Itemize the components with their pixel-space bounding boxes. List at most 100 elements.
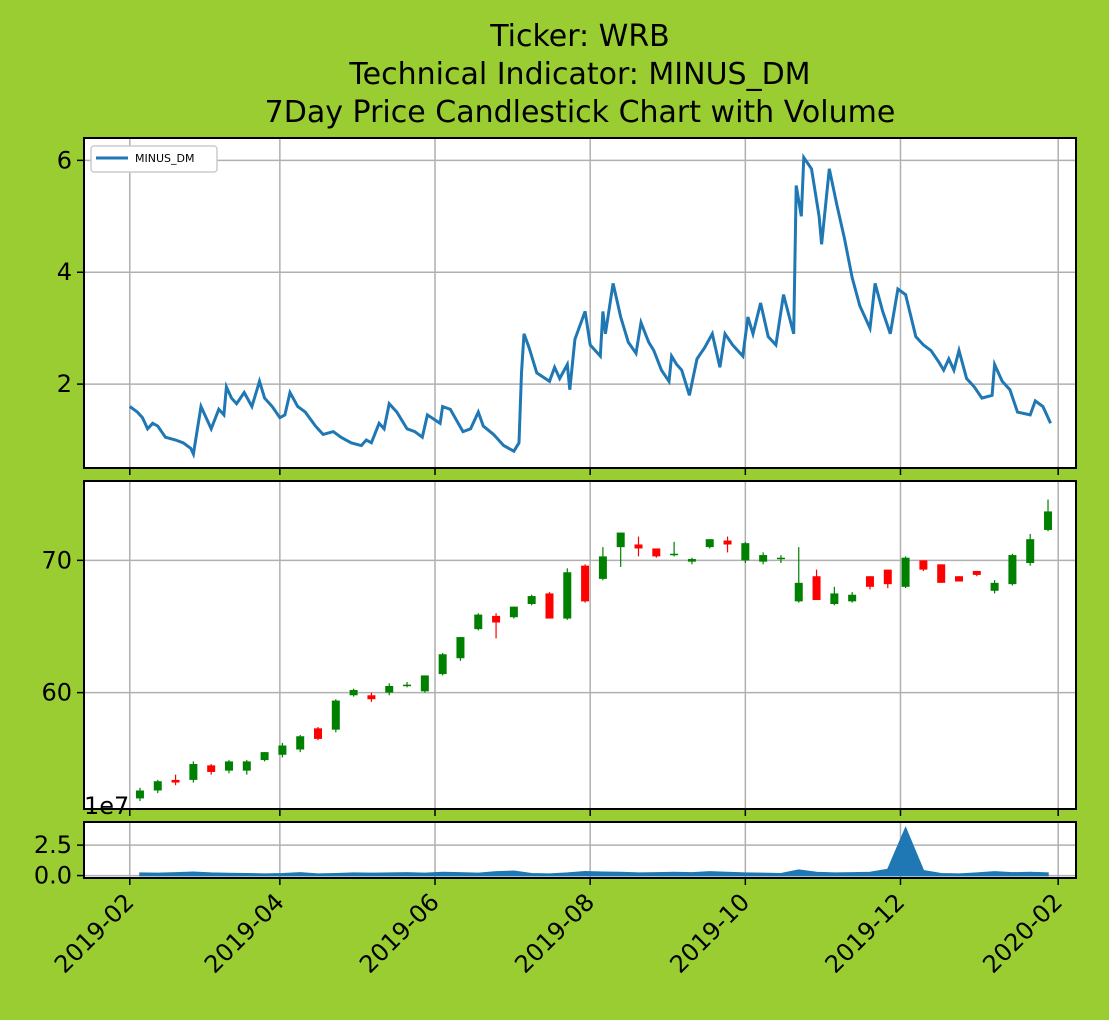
candle-body	[634, 544, 643, 549]
candle-body	[278, 745, 287, 755]
candle-body	[598, 556, 607, 579]
candle-body	[581, 565, 590, 602]
x-tick-label: 2019-12	[820, 888, 911, 979]
candle-body	[260, 752, 269, 761]
candle-up	[776, 555, 785, 563]
candle-up	[741, 541, 750, 563]
candle-body	[1008, 555, 1017, 585]
candle-body	[242, 761, 251, 771]
candle-body	[830, 593, 839, 604]
volume-panel: 0.0 2.5 1e7	[34, 792, 1077, 890]
indicator-frame	[83, 137, 1077, 469]
candle-up	[349, 688, 358, 697]
candle-body	[153, 781, 162, 791]
candle-body	[759, 555, 768, 562]
candle-up	[990, 580, 999, 594]
candle-up	[616, 532, 625, 567]
candle-up	[331, 699, 340, 733]
candle-down	[865, 576, 874, 590]
candle-body	[509, 606, 518, 618]
volume-frame	[83, 821, 1077, 879]
candle-body	[670, 553, 679, 556]
candle-up	[385, 683, 394, 696]
candle-up	[705, 539, 714, 549]
candle-up	[509, 606, 518, 619]
minus-dm-line	[128, 153, 1052, 460]
candle-up	[296, 734, 305, 753]
candle-body	[314, 728, 323, 739]
candle-up	[278, 742, 287, 758]
y-tick-label: 2.5	[34, 831, 72, 859]
candle-body	[438, 654, 447, 675]
candle-up	[242, 760, 251, 775]
chart-title: Ticker: WRB Technical Indicator: MINUS_D…	[265, 19, 896, 130]
candle-body	[794, 582, 803, 602]
y-tick-label: 2	[57, 370, 72, 398]
x-tick-label: 2019-06	[354, 888, 445, 979]
candle-body	[723, 540, 732, 545]
candle-down	[937, 564, 946, 583]
candle-body	[492, 615, 501, 623]
candle-body	[972, 570, 981, 575]
candle-body	[705, 539, 714, 548]
candle-up	[527, 594, 536, 606]
y-tick-label: 60	[41, 679, 72, 707]
candle-body	[937, 564, 946, 583]
candle-up	[687, 557, 696, 565]
candle-down	[972, 570, 981, 577]
legend-box	[90, 145, 218, 173]
candle-down	[723, 536, 732, 553]
candle-body	[171, 779, 180, 783]
candle-up	[1044, 499, 1053, 532]
candle-down	[883, 569, 892, 589]
title-ticker: Ticker: WRB	[489, 19, 670, 54]
price-frame	[83, 480, 1077, 810]
candle-up	[153, 779, 162, 794]
candle-down	[314, 727, 323, 741]
x-tick-label: 2019-04	[199, 888, 290, 979]
candle-up	[794, 547, 803, 603]
volume-area	[139, 826, 1049, 877]
price-plot-area	[84, 481, 1076, 809]
candle-body	[527, 596, 536, 604]
candle-down	[919, 560, 928, 571]
candle-body	[563, 572, 572, 619]
candle-up	[830, 586, 839, 606]
legend: MINUS_DM	[90, 145, 218, 173]
candle-body	[207, 765, 216, 772]
candle-body	[741, 543, 750, 561]
candle-up	[438, 652, 447, 676]
candle-up	[848, 592, 857, 603]
x-tick-label: 2019-08	[509, 888, 600, 979]
candle-body	[545, 593, 554, 619]
x-tick-label: 2019-10	[664, 888, 755, 979]
candle-body	[367, 695, 376, 700]
candle-body	[1026, 539, 1035, 563]
candle-body	[331, 700, 340, 730]
y-tick-label: 0.0	[34, 862, 72, 890]
candle-body	[616, 532, 625, 548]
candle-down	[367, 692, 376, 702]
candle-up	[456, 637, 465, 661]
candle-down	[171, 774, 180, 786]
candle-down	[545, 592, 554, 619]
candle-up	[420, 675, 429, 693]
candle-up	[135, 787, 144, 802]
candle-body	[474, 614, 483, 630]
title-indicator: Technical Indicator: MINUS_DM	[348, 57, 810, 92]
candle-body	[865, 576, 874, 587]
candle-up	[670, 541, 679, 557]
indicator-panel: 2 4 6 MINUS_DM	[57, 137, 1077, 469]
candle-body	[919, 560, 928, 570]
candle-up	[260, 752, 269, 762]
candle-up	[224, 760, 233, 774]
candle-body	[687, 559, 696, 562]
price-panel: 60 70	[41, 480, 1077, 810]
candle-down	[812, 569, 821, 601]
candle-body	[456, 637, 465, 659]
candle-down	[207, 764, 216, 775]
candle-down	[492, 613, 501, 639]
candle-up	[598, 547, 607, 581]
candle-up	[1026, 533, 1035, 566]
